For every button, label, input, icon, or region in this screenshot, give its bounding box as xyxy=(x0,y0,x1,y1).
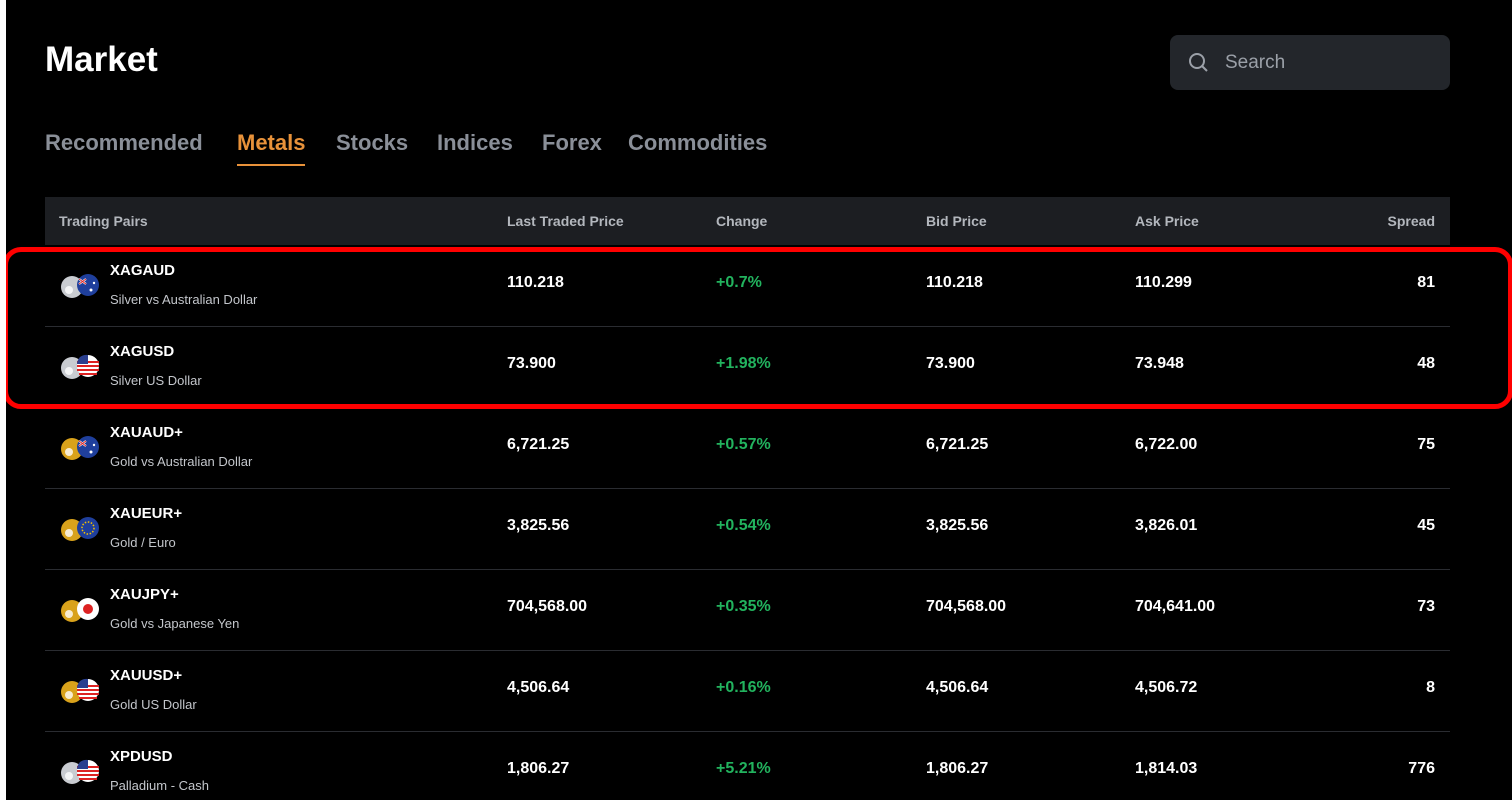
pair-icon xyxy=(61,517,99,541)
pair-name: Gold vs Australian Dollar xyxy=(110,454,253,469)
cell-change: +0.57% xyxy=(716,436,771,453)
pair-name: Gold vs Japanese Yen xyxy=(110,616,240,631)
cell-ask: 110.299 xyxy=(1135,274,1192,291)
search-placeholder: Search xyxy=(1225,52,1286,73)
cell-last: 4,506.64 xyxy=(507,679,570,696)
pair-symbol: XPDUSD xyxy=(110,748,173,765)
cell-bid: 4,506.64 xyxy=(926,679,989,696)
tab[interactable]: Commodities xyxy=(628,130,768,155)
pair-icon xyxy=(61,274,99,298)
table-row[interactable]: XPDUSD Palladium - Cash 1,806.27 +5.21% 1,80… xyxy=(45,731,1450,800)
column-header: Last Traded Price xyxy=(507,213,624,229)
table-row[interactable]: XAUAUD+ Gold vs Australian Dollar 6,721.25… xyxy=(45,407,1450,489)
cell-spread: 48 xyxy=(1417,355,1435,372)
pair-symbol: XAUEUR+ xyxy=(110,505,183,522)
pair-symbol: XAGUSD xyxy=(110,343,175,360)
column-header: Bid Price xyxy=(926,213,987,229)
table-row[interactable]: XAGAUD Silver vs Australian Dollar 110.218… xyxy=(45,245,1450,327)
pair-icon xyxy=(61,598,99,622)
pair-name: Gold US Dollar xyxy=(110,697,197,712)
table-header: Trading Pairs Last Traded Price Change Bid … xyxy=(45,197,1450,245)
table-row[interactable]: XAUUSD+ Gold US Dollar 4,506.64 +0.16% 4,506… xyxy=(45,650,1450,732)
cell-spread: 45 xyxy=(1417,517,1435,534)
column-header: Change xyxy=(716,213,768,229)
tab[interactable]: Metals xyxy=(237,130,306,166)
cell-bid: 1,806.27 xyxy=(926,760,989,777)
tab[interactable]: Forex xyxy=(542,130,602,155)
pair-name: Gold / Euro xyxy=(110,535,176,550)
page-title: Market xyxy=(45,40,158,79)
cell-spread: 776 xyxy=(1408,760,1435,777)
cell-bid: 110.218 xyxy=(926,274,983,291)
table-row[interactable]: XAUEUR+ Gold / Euro 3,825.56 +0.54% 3,825.56… xyxy=(45,488,1450,570)
cell-change: +5.21% xyxy=(716,760,771,777)
tab[interactable]: Stocks xyxy=(336,130,409,155)
cell-last: 1,806.27 xyxy=(507,760,570,777)
pair-symbol: XAGAUD xyxy=(110,262,176,279)
cell-last: 110.218 xyxy=(507,274,564,291)
pair-icon xyxy=(61,759,99,784)
cell-change: +0.16% xyxy=(716,679,771,696)
pair-icon xyxy=(61,436,99,460)
column-header: Spread xyxy=(1387,213,1435,229)
pair-symbol: XAUAUD+ xyxy=(110,424,183,441)
cell-ask: 3,826.01 xyxy=(1135,517,1198,534)
market-page: Market Search Recommended Metals Stocks Ind… xyxy=(6,0,1512,800)
pair-icon xyxy=(61,354,99,379)
cell-bid: 73.900 xyxy=(926,355,975,372)
pair-symbol: XAUUSD+ xyxy=(110,667,183,684)
cell-ask: 73.948 xyxy=(1135,355,1184,372)
cell-ask: 6,722.00 xyxy=(1135,436,1198,453)
column-header: Ask Price xyxy=(1135,213,1199,229)
cell-change: +1.98% xyxy=(716,355,771,372)
search-icon xyxy=(1189,53,1208,72)
cell-spread: 73 xyxy=(1417,598,1435,615)
pair-name: Silver vs Australian Dollar xyxy=(110,292,258,307)
tab[interactable]: Indices xyxy=(437,130,513,155)
cell-ask: 1,814.03 xyxy=(1135,760,1198,777)
pair-icon xyxy=(61,678,99,703)
cell-spread: 81 xyxy=(1417,274,1435,291)
column-header: Trading Pairs xyxy=(59,213,148,229)
cell-change: +0.7% xyxy=(716,274,762,291)
highlight-box xyxy=(6,247,1512,409)
cell-last: 73.900 xyxy=(507,355,556,372)
cell-last: 6,721.25 xyxy=(507,436,570,453)
cell-ask: 4,506.72 xyxy=(1135,679,1198,696)
pair-name: Palladium - Cash xyxy=(110,778,209,793)
cell-last: 3,825.56 xyxy=(507,517,570,534)
cell-bid: 3,825.56 xyxy=(926,517,989,534)
cell-bid: 704,568.00 xyxy=(926,598,1007,615)
table-row[interactable]: XAUJPY+ Gold vs Japanese Yen 704,568.00 +0.… xyxy=(45,569,1450,651)
cell-last: 704,568.00 xyxy=(507,598,588,615)
pair-name: Silver US Dollar xyxy=(110,373,202,388)
search-box[interactable]: Search xyxy=(1170,35,1450,90)
cell-ask: 704,641.00 xyxy=(1135,598,1216,615)
cell-spread: 8 xyxy=(1426,679,1435,696)
cell-change: +0.35% xyxy=(716,598,771,615)
cell-bid: 6,721.25 xyxy=(926,436,989,453)
cell-change: +0.54% xyxy=(716,517,771,534)
cell-spread: 75 xyxy=(1417,436,1435,453)
tab[interactable]: Recommended xyxy=(45,130,203,155)
pair-symbol: XAUJPY+ xyxy=(110,586,179,603)
